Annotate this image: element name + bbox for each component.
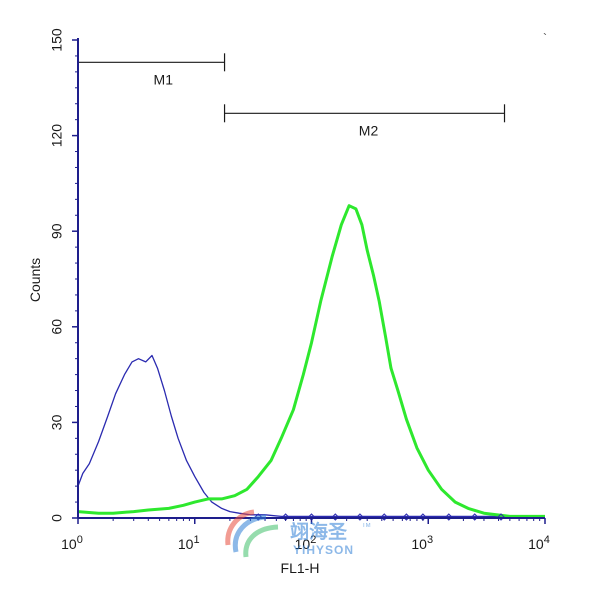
axes-layer xyxy=(77,38,545,519)
y-tick-label: 120 xyxy=(49,124,65,148)
x-tick-label-base: 10 xyxy=(411,536,427,552)
x-tick-label-base: 10 xyxy=(178,536,194,552)
y-tick-label: 90 xyxy=(49,223,65,239)
x-tick-label: 102 xyxy=(295,534,317,552)
series-line-blue xyxy=(77,354,545,518)
x-tick-label-base: 10 xyxy=(528,536,544,552)
series-line-green xyxy=(77,204,545,518)
x-tick-label: 104 xyxy=(528,534,550,552)
x-tick-label: 100 xyxy=(61,534,83,552)
watermark-logo-arc-blue xyxy=(232,514,267,553)
watermark-logo: 翊海圣 YIHYSON TM xyxy=(225,509,371,558)
x-axis-label: FL1-H xyxy=(281,560,320,576)
x-tick-label-exponent: 0 xyxy=(77,534,83,546)
watermark-english-text: YIHYSON xyxy=(293,543,354,557)
marker-layer: M1 M2 xyxy=(77,53,506,138)
y-tick-label: 30 xyxy=(49,414,65,430)
watermark-logo-arc-red xyxy=(225,509,255,546)
x-tick-label-exponent: 1 xyxy=(193,534,199,546)
series-point-marker xyxy=(471,513,479,521)
x-tick-label-base: 10 xyxy=(295,536,311,552)
y-tick-label: 60 xyxy=(49,319,65,335)
x-tick-label: 101 xyxy=(178,534,200,552)
series-point-marker xyxy=(497,513,505,521)
series-point-marker xyxy=(402,513,411,521)
x-tick-label-base: 10 xyxy=(61,536,77,552)
gate-label-m1: M1 xyxy=(154,71,174,87)
y-axis-label: Counts xyxy=(27,258,43,302)
series-layer xyxy=(77,204,545,521)
watermark-chinese-text: 翊海圣 xyxy=(290,520,348,543)
series-point-marker xyxy=(356,513,364,521)
series-point-marker xyxy=(445,513,453,521)
series-point-marker xyxy=(380,513,388,521)
x-tick-label: 103 xyxy=(411,534,433,552)
y-tick-label: 150 xyxy=(49,28,65,52)
series-point-marker xyxy=(331,513,340,521)
watermark-tm: TM xyxy=(362,523,371,529)
gate-label-m2: M2 xyxy=(359,122,379,138)
x-tick-label-exponent: 4 xyxy=(544,534,550,546)
watermark-logo-arc-green xyxy=(243,524,279,558)
x-tick-label-exponent: 3 xyxy=(427,534,433,546)
y-tick-label: 0 xyxy=(49,514,65,522)
x-tick-label-exponent: 2 xyxy=(310,534,316,546)
stray-mark: ` xyxy=(543,31,547,45)
